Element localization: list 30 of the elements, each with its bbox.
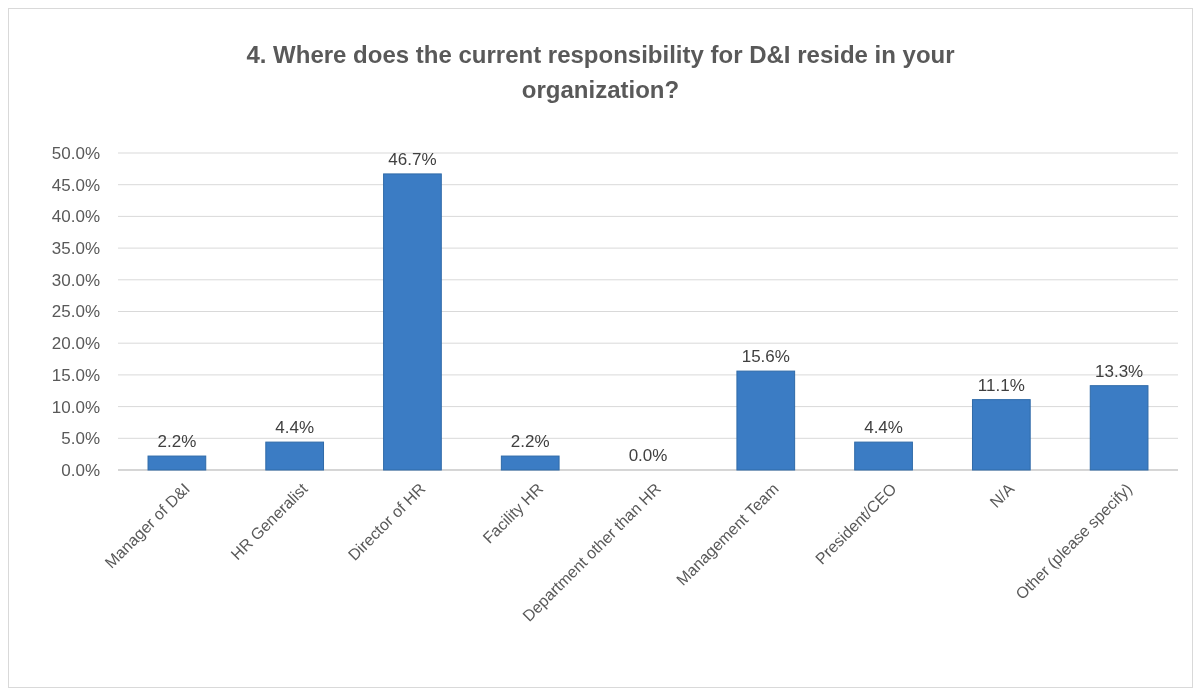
y-tick-label: 20.0% (51, 334, 100, 354)
bar (383, 173, 442, 471)
y-tick-label: 45.0% (51, 175, 100, 195)
data-label: 13.3% (1095, 361, 1144, 381)
data-label: 11.1% (977, 375, 1025, 395)
bar (500, 455, 560, 471)
y-tick-label: 25.0% (51, 302, 100, 322)
y-tick-label: 35.0% (51, 239, 100, 259)
chart-title: 4. Where does the current responsibility for D&I reside in your organization? (246, 41, 955, 103)
y-tick-label: 5.0% (61, 429, 100, 449)
y-tick-label: 30.0% (51, 270, 100, 290)
data-label: 46.7% (388, 149, 437, 169)
data-label: 2.2% (157, 432, 197, 452)
data-label: 0.0% (628, 446, 668, 465)
bar (147, 455, 207, 471)
bar (971, 399, 1031, 471)
y-tick-label: 15.0% (51, 365, 100, 385)
y-tick-label: 0.0% (61, 460, 100, 480)
bar (1089, 385, 1149, 471)
data-label: 2.2% (510, 432, 550, 452)
data-label: 4.4% (864, 418, 903, 438)
x-tick-label: N/A (986, 479, 1018, 511)
y-tick-label: 10.0% (51, 397, 100, 417)
y-tick-label: 50.0% (51, 143, 100, 163)
bar (854, 441, 913, 471)
bar (265, 441, 325, 471)
bar (736, 370, 796, 471)
data-label: 15.6% (741, 347, 790, 367)
data-label: 4.4% (275, 418, 315, 438)
y-tick-label: 40.0% (51, 207, 100, 227)
